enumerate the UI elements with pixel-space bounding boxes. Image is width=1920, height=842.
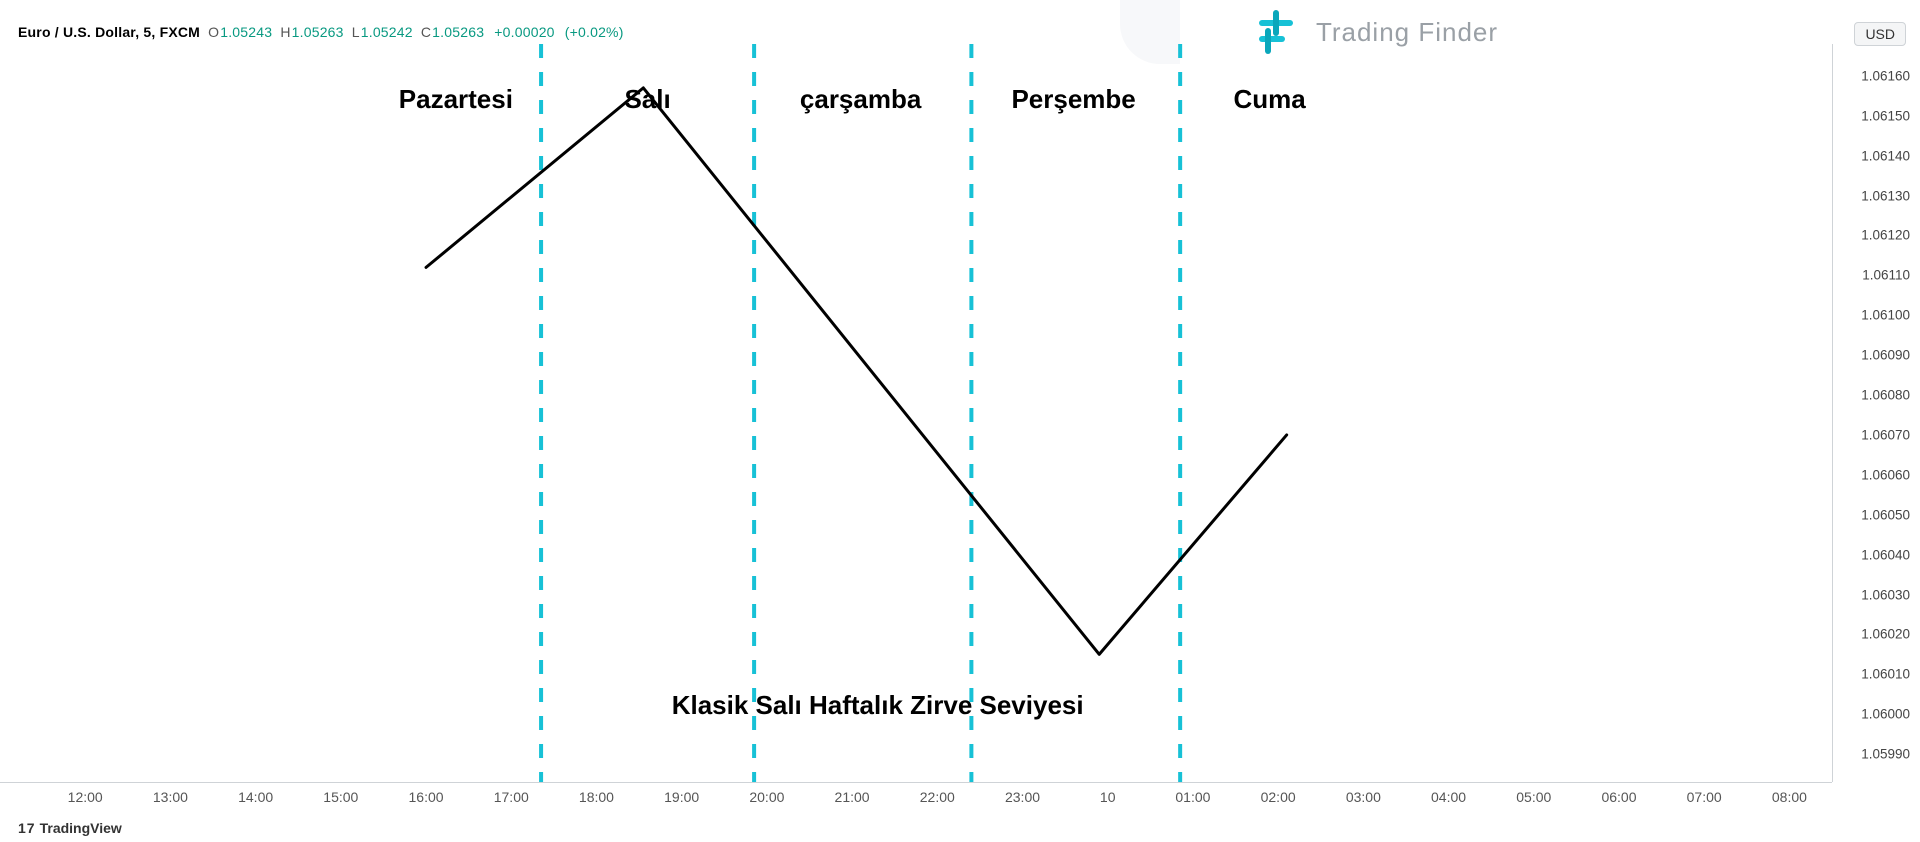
ohlc-c-label: C: [421, 24, 431, 40]
symbol-name[interactable]: Euro / U.S. Dollar: [18, 24, 135, 40]
tradingview-logo-icon-2: 7: [27, 820, 34, 836]
ohlc-c-value: 1.05263: [432, 24, 484, 40]
x-tick: 03:00: [1346, 789, 1381, 805]
x-tick: 14:00: [238, 789, 273, 805]
x-tick: 17:00: [494, 789, 529, 805]
day-label: Salı: [624, 84, 670, 115]
x-tick: 10: [1100, 789, 1116, 805]
day-label: Cuma: [1233, 84, 1305, 115]
watermark-text: Trading Finder: [1316, 17, 1498, 48]
x-axis: 12:00 13:00 14:00 15:00 16:00 17:00 18:00 19:00…: [0, 782, 1832, 812]
y-tick: 1.06050: [1861, 507, 1910, 522]
y-tick: 1.06130: [1861, 188, 1910, 203]
symbol-exchange[interactable]: FXCM: [160, 24, 200, 40]
chart-caption: Klasik Salı Haftalık Zirve Seviyesi: [672, 690, 1084, 721]
x-tick: 18:00: [579, 789, 614, 805]
ohlc-h-value: 1.05263: [292, 24, 344, 40]
x-tick: 12:00: [68, 789, 103, 805]
y-tick: 1.06150: [1861, 108, 1910, 123]
x-tick: 23:00: [1005, 789, 1040, 805]
x-tick: 22:00: [920, 789, 955, 805]
currency-badge[interactable]: USD: [1854, 22, 1906, 46]
y-tick: 1.06100: [1861, 308, 1910, 323]
x-tick: 13:00: [153, 789, 188, 805]
y-tick: 1.06030: [1861, 587, 1910, 602]
x-tick: 01:00: [1175, 789, 1210, 805]
chart-plot[interactable]: Pazartesi Salı çarşamba Perşembe Cuma Klasik …: [0, 44, 1832, 782]
day-label: çarşamba: [800, 84, 921, 115]
x-tick: 20:00: [749, 789, 784, 805]
y-tick: 1.06120: [1861, 228, 1910, 243]
x-tick: 07:00: [1687, 789, 1722, 805]
x-tick: 08:00: [1772, 789, 1807, 805]
x-tick: 21:00: [835, 789, 870, 805]
y-tick: 1.06160: [1861, 68, 1910, 83]
y-tick: 1.06010: [1861, 667, 1910, 682]
x-tick: 06:00: [1601, 789, 1636, 805]
y-tick: 1.06140: [1861, 148, 1910, 163]
ohlc-l-value: 1.05242: [361, 24, 413, 40]
x-tick: 05:00: [1516, 789, 1551, 805]
ohlc-o-value: 1.05243: [220, 24, 272, 40]
y-tick: 1.06060: [1861, 467, 1910, 482]
tradingview-logo-icon: 1: [18, 820, 25, 836]
y-tick: 1.06070: [1861, 427, 1910, 442]
chart-container: Euro / U.S. Dollar, 5, FXCM O1.05243 H1.…: [0, 0, 1920, 842]
change-pct: (+0.02%): [565, 24, 624, 40]
y-tick: 1.06110: [1862, 268, 1910, 283]
y-tick: 1.05990: [1861, 747, 1910, 762]
tradingview-brand[interactable]: 17 TradingView: [18, 820, 122, 836]
ohlc-l-label: L: [352, 24, 360, 40]
x-tick: 16:00: [409, 789, 444, 805]
change-abs: +0.00020: [494, 24, 554, 40]
day-label: Perşembe: [1011, 84, 1135, 115]
y-tick: 1.06090: [1861, 348, 1910, 363]
y-tick: 1.06080: [1861, 388, 1910, 403]
x-tick: 02:00: [1261, 789, 1296, 805]
tradingview-label: TradingView: [40, 820, 122, 836]
day-label: Pazartesi: [399, 84, 513, 115]
y-tick: 1.06000: [1861, 707, 1910, 722]
x-tick: 04:00: [1431, 789, 1466, 805]
ohlc-h-label: H: [280, 24, 290, 40]
x-tick: 15:00: [323, 789, 358, 805]
y-axis: 1.05990 1.06000 1.06010 1.06020 1.06030 1.060…: [1832, 44, 1920, 782]
y-tick: 1.06020: [1861, 627, 1910, 642]
ohlc-bar: Euro / U.S. Dollar, 5, FXCM O1.05243 H1.…: [18, 24, 624, 40]
x-tick: 19:00: [664, 789, 699, 805]
ohlc-o-label: O: [208, 24, 219, 40]
y-tick: 1.06040: [1861, 547, 1910, 562]
